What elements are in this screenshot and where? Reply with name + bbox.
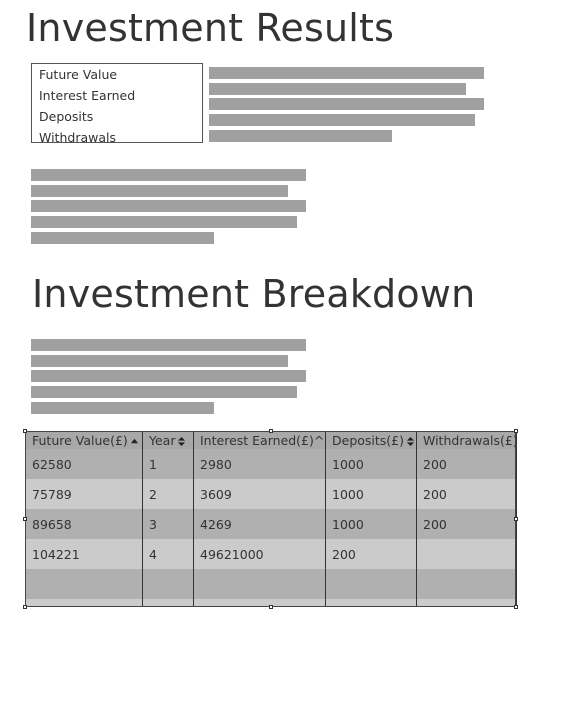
cell-deposits: 1000: [325, 509, 417, 539]
cell-deposits: 1000: [325, 479, 417, 509]
placeholder-bar: [31, 216, 297, 228]
cell-year: [142, 569, 194, 599]
cell-future-value: 89658: [25, 509, 143, 539]
cell-deposits: 200: [325, 539, 417, 569]
resize-handle-left[interactable]: [23, 517, 27, 521]
placeholder-bar: [31, 402, 214, 414]
cell-interest-earned: 4269: [193, 509, 326, 539]
cell-future-value: [25, 599, 143, 607]
resize-handle-top[interactable]: [269, 429, 273, 433]
cell-deposits: [325, 599, 417, 607]
cell-withdrawals: [416, 569, 517, 599]
cell-withdrawals: 200: [416, 479, 517, 509]
cell-withdrawals: [416, 539, 517, 569]
placeholder-bar: [31, 370, 306, 382]
listbox-option-future-value[interactable]: Future Value: [39, 67, 118, 82]
table-row[interactable]: [25, 599, 517, 607]
cell-interest-earned: 2980: [193, 449, 326, 479]
resize-handle-right[interactable]: [514, 517, 518, 521]
cell-withdrawals: 200: [416, 449, 517, 479]
breakdown-table-container[interactable]: Future Value(£) Year Interest Earned(£)^…: [23, 429, 518, 609]
placeholder-bar: [209, 67, 484, 79]
cell-deposits: [325, 569, 417, 599]
table-row[interactable]: 89658 3 4269 1000 200: [25, 509, 517, 539]
cell-future-value: [25, 569, 143, 599]
resize-handle-bottom-left[interactable]: [23, 605, 27, 609]
column-header-year[interactable]: Year: [142, 431, 194, 449]
column-header-deposits[interactable]: Deposits(£): [325, 431, 417, 449]
cell-interest-earned: [193, 599, 326, 607]
investment-results-title: Investment Results: [26, 6, 395, 50]
cell-interest-earned: 3609: [193, 479, 326, 509]
cell-deposits: 1000: [325, 449, 417, 479]
cell-year: 2: [142, 479, 194, 509]
cell-year: [142, 599, 194, 607]
resize-handle-bottom-right[interactable]: [514, 605, 518, 609]
placeholder-bar: [31, 355, 288, 367]
placeholder-bar: [31, 200, 306, 212]
listbox-option-withdrawals[interactable]: Withdrawals: [39, 130, 116, 143]
placeholder-bar: [31, 339, 306, 351]
results-listbox[interactable]: Future Value Interest Earned Deposits Wi…: [31, 63, 203, 143]
table-row[interactable]: [25, 569, 517, 599]
column-header-interest-earned[interactable]: Interest Earned(£)^v: [193, 431, 326, 449]
placeholder-bar: [209, 83, 466, 95]
sort-ascending-icon[interactable]: [130, 436, 139, 447]
listbox-option-interest-earned[interactable]: Interest Earned: [39, 88, 136, 103]
placeholder-bar: [209, 114, 475, 126]
cell-withdrawals: 200: [416, 509, 517, 539]
cell-withdrawals: [416, 599, 517, 607]
placeholder-bar: [31, 386, 297, 398]
resize-handle-top-left[interactable]: [23, 429, 27, 433]
breakdown-table: Future Value(£) Year Interest Earned(£)^…: [25, 431, 517, 607]
cell-interest-earned: 49621000: [193, 539, 326, 569]
table-row[interactable]: 62580 1 2980 1000 200: [25, 449, 517, 479]
cell-year: 4: [142, 539, 194, 569]
cell-future-value: 75789: [25, 479, 143, 509]
listbox-option-deposits[interactable]: Deposits: [39, 109, 94, 124]
placeholder-bar: [209, 130, 392, 142]
cell-future-value: 104221: [25, 539, 143, 569]
cell-future-value: 62580: [25, 449, 143, 479]
placeholder-bar: [31, 232, 214, 244]
resize-handle-bottom[interactable]: [269, 605, 273, 609]
placeholder-bar: [31, 169, 306, 181]
table-row[interactable]: 104221 4 49621000 200: [25, 539, 517, 569]
placeholder-bar: [31, 185, 288, 197]
cell-year: 3: [142, 509, 194, 539]
sort-both-icon[interactable]: [406, 436, 415, 447]
cell-year: 1: [142, 449, 194, 479]
resize-handle-top-right[interactable]: [514, 429, 518, 433]
sort-both-icon[interactable]: [177, 436, 186, 447]
table-header-row: Future Value(£) Year Interest Earned(£)^…: [25, 431, 517, 449]
investment-breakdown-title: Investment Breakdown: [32, 272, 476, 316]
column-header-future-value[interactable]: Future Value(£): [25, 431, 143, 449]
table-row[interactable]: 75789 2 3609 1000 200: [25, 479, 517, 509]
placeholder-bar: [209, 98, 484, 110]
cell-interest-earned: [193, 569, 326, 599]
column-header-withdrawals[interactable]: Withdrawals(£): [416, 431, 517, 449]
